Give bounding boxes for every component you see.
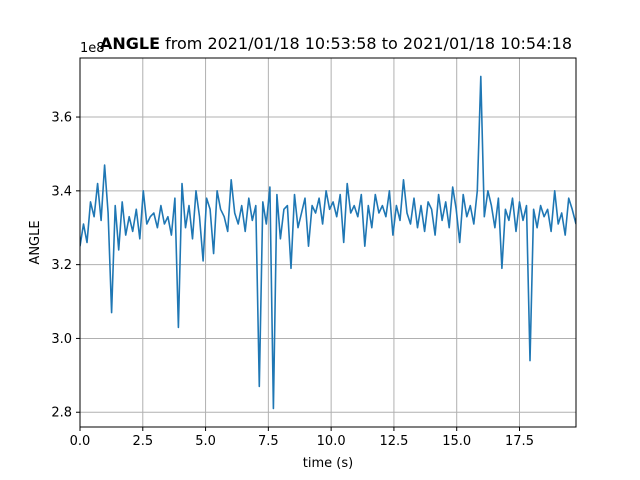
grid-layer [79,58,576,427]
x-tick-label: 5.0 [195,434,216,449]
y-tick-label: 3.2 [51,258,72,273]
chart-title-bold: ANGLE [100,34,160,53]
y-tick-label: 3.4 [51,184,72,199]
x-tick-label: 10.0 [317,434,346,449]
x-axis-label: time (s) [303,456,353,471]
y-tick-label: 3.6 [51,111,72,126]
y-offset-label: 1e8 [80,41,105,56]
series-line [80,75,576,410]
chart-title-rest: from 2021/01/18 10:53:58 to 2021/01/18 1… [160,34,572,53]
chart-title: ANGLE from 2021/01/18 10:53:58 to 2021/0… [100,34,572,53]
x-tick-label: 0.0 [70,434,91,449]
plot-frame [79,57,577,428]
x-tick-label: 2.5 [132,434,153,449]
x-tick-label: 17.5 [505,434,534,449]
series-layer [80,75,576,410]
y-axis-label: ANGLE [28,220,43,264]
x-tick-label: 7.5 [258,434,279,449]
x-tick-label: 12.5 [379,434,408,449]
y-tick-label: 3.0 [51,332,72,347]
y-tick-label: 2.8 [51,406,72,421]
tick-layer: 0.0 2.5 5.0 7.5 10.0 12.5 15.0 17.5 2.8 3.0 3.2 3.4… [51,111,534,449]
x-tick-label: 15.0 [442,434,471,449]
